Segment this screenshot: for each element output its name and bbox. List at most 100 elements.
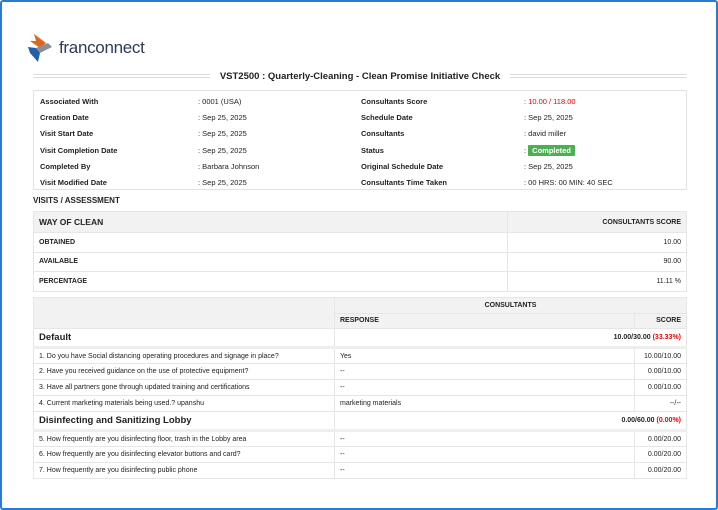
group-row: Disinfecting and Sanitizing Lobby 0.00/60… <box>33 411 687 432</box>
consultants-table: CONSULTANTS RESPONSE SCORE Default 10.00/… <box>33 297 687 479</box>
group-score-value: 10.00/30.00 <box>613 334 651 341</box>
info-value: : 0001 (USA) <box>198 96 242 106</box>
info-label: Consultants Score <box>361 96 428 106</box>
info-row: Visit Completion Date : Sep 25, 2025 Statu… <box>34 142 686 158</box>
question-response: Yes <box>334 347 635 364</box>
group-score-value: 0.00/60.00 <box>621 417 655 424</box>
col-header-consultants: CONSULTANTS <box>334 297 687 314</box>
question-response: -- <box>334 363 635 380</box>
page-title-row: VST2500 : Quarterly-Cleaning - Clean Pro… <box>33 68 687 84</box>
group-name: Default <box>33 328 335 349</box>
section-title: VISITS / ASSESSMENT <box>33 196 120 205</box>
group-name: Disinfecting and Sanitizing Lobby <box>33 411 335 432</box>
franconnect-logo: franconnect <box>26 33 145 63</box>
info-row: Creation Date : Sep 25, 2025 Schedule Date… <box>34 109 686 125</box>
question-text: 7. How frequently are you disinfecting p… <box>33 462 335 479</box>
col-header-way-of-clean: WAY OF CLEAN <box>33 211 508 233</box>
row-label: OBTAINED <box>33 232 508 253</box>
info-value: : Sep 25, 2025 <box>198 178 247 188</box>
question-score: --/-- <box>634 395 687 412</box>
question-response: -- <box>334 379 635 396</box>
info-label: Original Schedule Date <box>361 161 444 171</box>
question-score: 0.00/20.00 <box>634 430 687 447</box>
question-score: 0.00/10.00 <box>634 379 687 396</box>
table-row: PERCENTAGE 11.11 % <box>33 271 687 292</box>
row-value: 90.00 <box>507 251 687 272</box>
table-header: CONSULTANTS <box>33 297 687 329</box>
question-row: 2. Have you received guidance on the use… <box>33 363 687 380</box>
score-summary-table: WAY OF CLEAN CONSULTANTS SCORE OBTAINED 1… <box>33 211 687 292</box>
col-header-response: RESPONSE <box>334 312 635 329</box>
question-score: 10.00/10.00 <box>634 347 687 364</box>
question-response: -- <box>334 446 635 463</box>
col-header-score: SCORE <box>634 312 687 329</box>
question-text: 5. How frequently are you disinfecting f… <box>33 430 335 447</box>
question-row: 5. How frequently are you disinfecting f… <box>33 430 687 447</box>
question-score: 0.00/20.00 <box>634 462 687 479</box>
info-value: : Completed <box>524 144 686 156</box>
group-score: 0.00/60.00 (0.00%) <box>334 411 687 432</box>
status-badge: Completed <box>528 144 575 156</box>
question-row: 7. How frequently are you disinfecting p… <box>33 462 687 479</box>
divider <box>510 74 687 78</box>
group-score: 10.00/30.00 (33.33%) <box>334 328 687 349</box>
info-value: : Barbara Johnson <box>198 161 260 171</box>
info-value-text: : 00 HRS: 00 MIN: 40 SEC <box>524 178 613 188</box>
question-response: -- <box>334 462 635 479</box>
info-label: Associated With <box>40 96 99 106</box>
question-text: 2. Have you received guidance on the use… <box>33 363 335 380</box>
row-label: AVAILABLE <box>33 251 508 272</box>
info-value-text: : Sep 25, 2025 <box>524 112 573 122</box>
info-label: Visit Modified Date <box>40 178 107 188</box>
info-value-text: : david miller <box>524 129 567 139</box>
question-score: 0.00/10.00 <box>634 363 687 380</box>
divider <box>33 74 210 78</box>
info-row: Completed By : Barbara Johnson Original Sc… <box>34 158 686 174</box>
info-value: : Sep 25, 2025 <box>198 112 247 122</box>
info-value-text: : 10.00 / 118.00 <box>524 96 576 106</box>
info-label: Status <box>361 145 384 155</box>
info-row: Associated With : 0001 (USA) Consultants S… <box>34 93 686 109</box>
question-text: 3. Have all partners gone through update… <box>33 379 335 396</box>
row-value: 10.00 <box>507 232 687 253</box>
question-row: 6. How frequently are you disinfecting e… <box>33 446 687 463</box>
question-row: 4. Current marketing materials being use… <box>33 395 687 412</box>
question-score: 0.00/20.00 <box>634 446 687 463</box>
info-value-text: : <box>524 145 529 155</box>
info-value: : Sep 25, 2025 <box>524 162 686 171</box>
info-value: : 10.00 / 118.00 <box>524 97 686 106</box>
info-value: : Sep 25, 2025 <box>198 129 247 139</box>
table-row: OBTAINED 10.00 <box>33 232 687 253</box>
info-value: : 00 HRS: 00 MIN: 40 SEC <box>524 178 686 187</box>
brand-name: franconnect <box>59 38 145 57</box>
info-value: : Sep 25, 2025 <box>198 145 247 155</box>
table-subheader: RESPONSE SCORE <box>34 312 687 329</box>
info-value-text: : Sep 25, 2025 <box>524 161 573 171</box>
question-response: -- <box>334 430 635 447</box>
row-label: PERCENTAGE <box>33 271 508 292</box>
franconnect-logo-icon <box>28 34 52 62</box>
question-text: 6. How frequently are you disinfecting e… <box>33 446 335 463</box>
info-label: Consultants Time Taken <box>361 178 447 188</box>
info-label: Creation Date <box>40 112 89 122</box>
info-row: Visit Start Date : Sep 25, 2025 Consultant… <box>34 126 686 142</box>
group-score-percent: (33.33%) <box>652 334 681 341</box>
question-text: 4. Current marketing materials being use… <box>33 395 335 412</box>
row-value: 11.11 % <box>507 271 687 292</box>
info-label: Schedule Date <box>361 112 413 122</box>
table-row: AVAILABLE 90.00 <box>33 251 687 272</box>
group-row: Default 10.00/30.00 (33.33%) <box>33 328 687 349</box>
question-row: 1. Do you have Social distancing operati… <box>33 347 687 364</box>
info-value: : Sep 25, 2025 <box>524 113 686 122</box>
info-label: Consultants <box>361 129 405 139</box>
table-header: WAY OF CLEAN CONSULTANTS SCORE <box>33 211 687 233</box>
visit-info-panel: Associated With : 0001 (USA) Consultants S… <box>33 90 687 190</box>
info-label: Visit Completion Date <box>40 145 118 155</box>
question-row: 3. Have all partners gone through update… <box>33 379 687 396</box>
info-label: Visit Start Date <box>40 129 94 139</box>
info-value: : david miller <box>524 129 686 138</box>
question-response: marketing materials <box>334 395 635 412</box>
question-text: 1. Do you have Social distancing operati… <box>33 347 335 364</box>
info-label: Completed By <box>40 161 91 171</box>
